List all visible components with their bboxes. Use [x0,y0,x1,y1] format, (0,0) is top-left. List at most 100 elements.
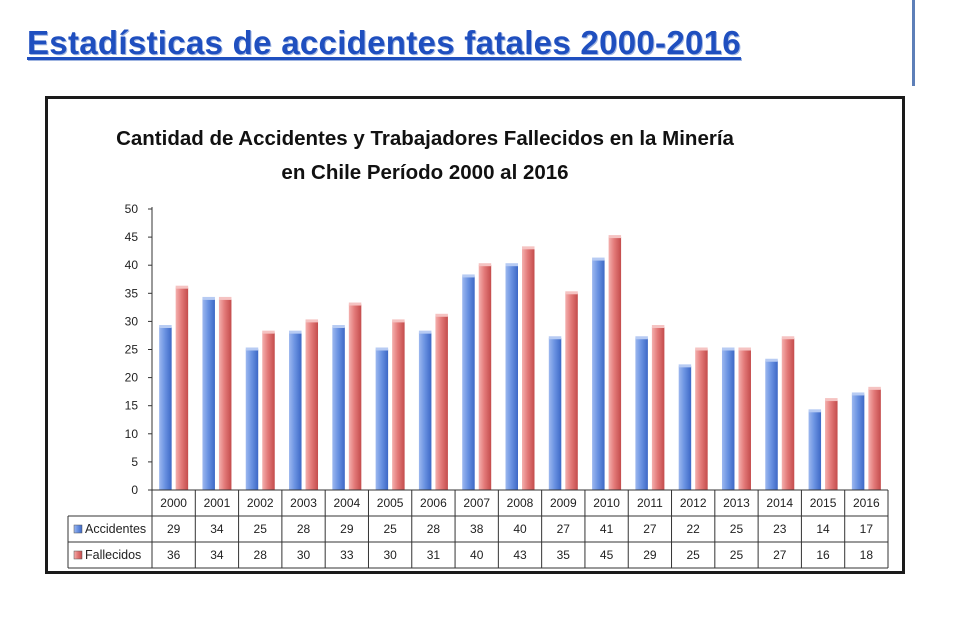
bar-fallecidos-cap [695,347,708,351]
bar-accidentes [765,360,778,490]
data-table-value: 25 [383,522,397,536]
bar-accidentes [245,349,259,490]
x-category-label: 2007 [463,496,490,510]
bar-accidentes-cap [721,347,735,351]
data-table-value: 29 [340,522,354,536]
bar-fallecidos [868,388,881,490]
y-tick-label: 40 [125,258,139,272]
bar-fallecidos [478,265,492,490]
x-category-label: 2001 [204,496,231,510]
data-table-value: 36 [167,548,181,562]
bar-fallecidos-cap [478,263,492,267]
data-table-value: 14 [816,522,830,536]
data-table-value: 27 [773,548,787,562]
bar-fallecidos-cap [435,313,448,317]
chart-title-line-2: en Chile Período 2000 al 2016 [281,161,568,184]
bar-fallecidos [565,293,578,490]
bar-accidentes-cap [418,330,432,334]
bar-fallecidos [781,338,795,490]
data-table-value: 45 [600,548,614,562]
legend-label: Fallecidos [85,548,141,562]
bar-accidentes [159,327,172,490]
legend-swatch [73,550,83,560]
bar-accidentes [332,327,345,490]
data-table-value: 25 [686,548,700,562]
bar-fallecidos-cap [522,246,535,250]
data-table-value: 28 [427,522,441,536]
bar-accidentes-cap [245,347,259,351]
data-table-value: 28 [297,522,311,536]
data-table-value: 34 [210,548,224,562]
bar-fallecidos [651,327,665,490]
slide-divider [912,0,915,86]
data-table-value: 16 [816,548,830,562]
x-category-label: 2003 [290,496,317,510]
y-tick-label: 35 [125,286,139,300]
legend-label: Accidentes [85,522,146,536]
bar-fallecidos-cap [175,285,189,289]
bar-accidentes-cap [851,392,865,396]
data-table-value: 30 [383,548,397,562]
x-category-label: 2004 [333,496,360,510]
legend-swatch [73,524,83,534]
bar-accidentes-cap [548,336,562,340]
x-category-label: 2009 [550,496,577,510]
bar-fallecidos-cap [218,296,232,300]
data-table-value: 27 [643,522,657,536]
x-category-label: 2005 [377,496,404,510]
x-category-label: 2015 [810,496,837,510]
data-table-value: 33 [340,548,354,562]
x-category-label: 2008 [507,496,534,510]
bar-fallecidos [608,237,622,490]
bar-accidentes [678,366,692,490]
bar-fallecidos [435,315,448,490]
bar-fallecidos [392,321,405,490]
bar-fallecidos [825,400,838,490]
bar-fallecidos-cap [392,319,405,323]
chart-frame: Cantidad de Accidentes y Trabajadores Fa… [45,96,905,574]
x-category-label: 2013 [723,496,750,510]
x-category-label: 2000 [160,496,187,510]
bar-accidentes [548,338,562,490]
chart-title-line-1: Cantidad de Accidentes y Trabajadores Fa… [116,127,734,150]
bar-accidentes [375,349,389,490]
bar-fallecidos [262,332,275,490]
data-table-value: 38 [470,522,484,536]
data-table-value: 27 [557,522,571,536]
bar-accidentes-cap [159,325,172,329]
data-table-value: 40 [470,548,484,562]
bar-fallecidos [175,287,189,490]
bar-fallecidos [738,349,751,490]
data-table-value: 25 [730,548,744,562]
data-table-value: 35 [557,548,571,562]
y-tick-label: 0 [131,483,138,497]
x-category-label: 2012 [680,496,707,510]
y-tick-label: 5 [131,455,138,469]
data-table-value: 40 [513,522,527,536]
data-table-value: 41 [600,522,614,536]
bar-fallecidos [522,248,535,490]
bar-fallecidos [218,298,232,490]
y-tick-label: 45 [125,230,139,244]
x-category-label: 2016 [853,496,880,510]
bar-fallecidos [695,349,708,490]
bar-accidentes [592,259,605,490]
bar-accidentes [721,349,735,490]
data-table-value: 25 [254,522,268,536]
data-table-value: 43 [513,548,527,562]
bar-fallecidos-cap [781,336,795,340]
x-category-label: 2002 [247,496,274,510]
bar-accidentes-cap [808,409,822,413]
bar-accidentes [462,276,475,490]
data-table-value: 17 [860,522,874,536]
bar-accidentes [808,411,822,490]
data-table-value: 25 [730,522,744,536]
data-table-value: 31 [427,548,441,562]
y-tick-label: 20 [125,371,139,385]
slide-title: Estadísticas de accidentes fatales 2000-… [27,24,741,61]
bar-accidentes [202,298,215,490]
data-table-value: 28 [254,548,268,562]
bar-fallecidos-cap [738,347,751,351]
y-tick-label: 25 [125,343,139,357]
bar-accidentes [289,332,302,490]
